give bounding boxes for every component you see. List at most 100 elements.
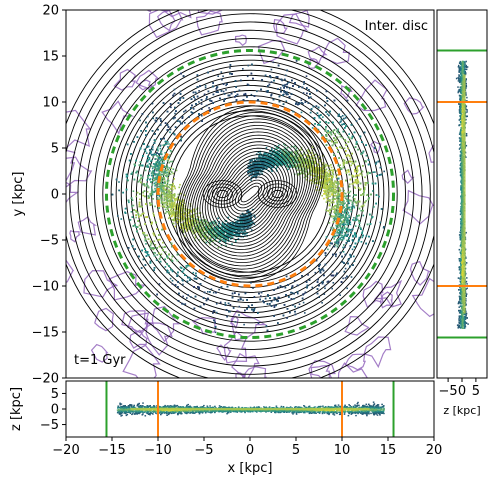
density-pixel	[267, 85, 269, 87]
density-pixel	[162, 246, 164, 249]
density-pixel	[255, 177, 257, 179]
contour-rings	[66, 10, 434, 378]
density-pixel	[343, 262, 345, 264]
density-pixel	[210, 288, 213, 290]
density-pixel	[324, 252, 327, 254]
density-pixel	[151, 247, 153, 249]
density-pixel	[164, 122, 167, 124]
density-pixel	[277, 300, 279, 302]
density-pixel	[157, 128, 159, 131]
density-pixel	[154, 187, 156, 190]
density-pixel	[318, 114, 320, 117]
density-pixel	[286, 91, 288, 94]
density-pixel	[191, 230, 194, 233]
density-pixel	[146, 164, 149, 167]
density-pixel	[301, 102, 303, 104]
density-pixel	[140, 267, 143, 269]
density-pixel	[179, 93, 182, 95]
density-pixel	[348, 171, 350, 173]
density-pixel	[339, 223, 341, 225]
density-pixel	[242, 99, 245, 101]
density-pixel	[341, 255, 343, 258]
density-pixel	[146, 216, 148, 218]
contour-ring	[140, 84, 360, 304]
density-pixel	[257, 151, 260, 154]
noise-contour	[243, 366, 267, 378]
density-pixel	[278, 296, 280, 299]
density-pixel	[164, 208, 167, 211]
density-pixel	[147, 166, 149, 168]
density-pixel	[380, 173, 383, 176]
density-pixel	[204, 224, 207, 227]
density-pixel	[196, 78, 199, 81]
density-pixel	[321, 194, 323, 197]
density-pixel	[329, 110, 331, 113]
density-pixel	[257, 99, 259, 101]
density-pixel	[153, 267, 156, 269]
density-pixel	[353, 246, 356, 248]
density-pixel	[361, 232, 363, 234]
noise-contour	[121, 310, 149, 338]
density-pixel	[132, 225, 135, 227]
density-pixel	[295, 60, 298, 62]
density-pixel	[287, 93, 289, 96]
density-pixel	[326, 97, 328, 99]
density-pixel	[160, 138, 162, 140]
density-pixel	[137, 220, 139, 222]
density-pixel	[375, 194, 378, 196]
noise-contour	[234, 34, 248, 47]
density-pixel	[323, 182, 325, 185]
density-pixel	[244, 92, 247, 95]
density-pixel	[304, 312, 306, 314]
density-pixel	[166, 255, 168, 258]
density-pixel	[232, 307, 235, 309]
density-pixel	[179, 90, 182, 93]
density-pixel	[203, 233, 206, 236]
density-pixel	[321, 134, 323, 137]
density-pixel	[159, 238, 161, 241]
density-pixel	[383, 170, 385, 173]
density-pixel	[340, 281, 343, 283]
density-pixel	[325, 138, 328, 140]
density-pixel	[333, 129, 336, 131]
density-pixel	[340, 168, 343, 170]
noise-contour	[173, 383, 184, 394]
density-pixel	[135, 216, 137, 219]
density-pixel	[318, 284, 320, 287]
density-pixel	[142, 191, 144, 194]
density-pixel	[198, 113, 200, 115]
density-pixel	[143, 190, 146, 192]
density-pixel	[145, 152, 148, 154]
density-pixel	[354, 233, 356, 236]
density-pixel	[372, 171, 375, 173]
density-pixel	[349, 221, 352, 224]
density-pixel	[169, 173, 172, 175]
density-pixel	[156, 148, 159, 151]
density-pixel	[171, 212, 173, 215]
density-pixel	[349, 190, 352, 193]
density-pixel	[332, 282, 335, 284]
density-pixel	[368, 235, 370, 238]
density-pixel	[177, 281, 179, 283]
density-pixel	[338, 234, 341, 236]
density-pixel	[192, 91, 195, 94]
density-pixel	[336, 245, 339, 248]
density-pixel	[352, 240, 354, 242]
density-pixel	[293, 83, 296, 85]
density-pixel	[122, 191, 124, 194]
contour-ring	[66, 10, 434, 378]
density-pixel	[246, 83, 249, 86]
density-pixel	[155, 259, 158, 261]
density-pixel	[362, 165, 364, 167]
density-pixel	[253, 296, 256, 298]
density-pixel	[341, 234, 344, 237]
density-pixel	[163, 196, 166, 198]
density-pixel	[365, 242, 367, 245]
density-pixel	[297, 306, 300, 309]
density-pixel	[319, 263, 321, 266]
noise-contour	[66, 259, 75, 283]
density-pixel	[151, 154, 153, 156]
density-pixel	[333, 195, 335, 197]
density-pixel	[336, 141, 338, 144]
density-pixel	[136, 191, 139, 194]
